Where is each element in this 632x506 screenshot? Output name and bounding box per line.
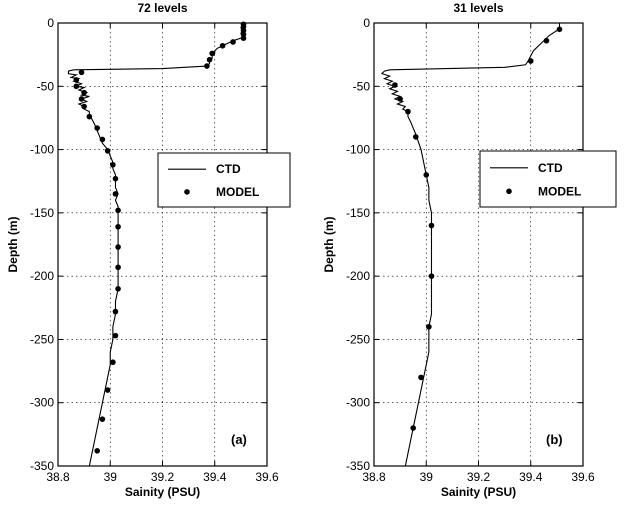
model-point xyxy=(413,134,419,140)
y-tick-label: -250 xyxy=(346,332,370,346)
legend-box xyxy=(479,150,617,208)
legend-model-swatch xyxy=(184,189,190,195)
model-point xyxy=(94,125,100,131)
model-point xyxy=(206,56,213,63)
model-point xyxy=(240,35,247,41)
chart-title: 72 levels xyxy=(137,1,187,15)
legend-model-swatch xyxy=(506,188,512,195)
model-point xyxy=(112,175,119,182)
legend-box xyxy=(157,152,291,208)
legend-model-label: MODEL xyxy=(216,185,259,199)
y-tick-label: -350 xyxy=(30,459,54,473)
model-point xyxy=(405,108,411,115)
panel-72-levels: 38.8 39 39.2 39.4 39.6 0 -50 -100 -150 -200 -250 -3… xyxy=(6,1,291,499)
panel-label-a: (a) xyxy=(231,432,247,447)
x-tick-label: 39.2 xyxy=(467,470,491,484)
y-tick-label: -300 xyxy=(346,396,370,410)
model-point xyxy=(110,161,116,168)
x-tick-label: 39 xyxy=(420,470,434,484)
model-point xyxy=(94,448,100,454)
model-point xyxy=(73,77,80,83)
y-tick-label: -150 xyxy=(30,206,54,220)
y-tick-label: -100 xyxy=(30,143,54,157)
panel-31-levels: 38.8 39 39.2 39.4 39.6 0 -50 -100 -150 -200 -250 -3… xyxy=(322,1,617,499)
legend: CTD MODEL xyxy=(157,152,291,208)
legend: CTD MODEL xyxy=(479,150,617,208)
model-point xyxy=(110,359,116,366)
legend-ctd-label: CTD xyxy=(216,162,241,176)
x-tick-label: 39.2 xyxy=(151,470,175,484)
model-point xyxy=(115,244,121,250)
model-point xyxy=(423,172,430,178)
model-point xyxy=(418,374,424,381)
y-tick-label: -200 xyxy=(346,269,370,283)
model-point xyxy=(104,148,111,154)
model-point xyxy=(112,191,119,197)
model-point xyxy=(81,89,87,96)
model-point xyxy=(99,136,106,143)
model-point xyxy=(527,58,534,64)
x-axis-label: Sainity (PSU) xyxy=(441,485,516,499)
model-point xyxy=(104,387,111,393)
x-tick-label: 39.6 xyxy=(255,470,279,484)
x-axis-label: Sainity (PSU) xyxy=(125,485,200,499)
model-point xyxy=(78,69,85,76)
model-point xyxy=(428,222,435,229)
model-point xyxy=(78,96,85,102)
legend-ctd-label: CTD xyxy=(538,161,563,175)
y-tick-label: -50 xyxy=(37,79,55,93)
model-point xyxy=(556,26,563,33)
model-point xyxy=(115,223,121,230)
model-point xyxy=(219,42,226,49)
series-ctd-line xyxy=(380,23,561,467)
y-tick-label: 0 xyxy=(47,16,54,30)
model-point xyxy=(543,37,550,44)
model-point xyxy=(410,425,416,431)
model-point xyxy=(209,50,215,57)
model-point xyxy=(112,308,119,315)
model-point xyxy=(81,103,87,110)
model-point xyxy=(73,83,80,90)
model-point xyxy=(230,39,236,45)
y-tick-label: 0 xyxy=(363,16,370,30)
model-point xyxy=(115,264,121,271)
y-tick-label: -150 xyxy=(346,206,370,220)
x-tick-label: 39.4 xyxy=(519,470,543,484)
model-point xyxy=(99,416,106,422)
y-tick-label: -350 xyxy=(346,459,370,473)
model-point xyxy=(115,207,121,214)
model-point xyxy=(86,113,93,120)
x-tick-label: 39 xyxy=(104,470,118,484)
model-point xyxy=(115,286,121,292)
chart-title: 31 levels xyxy=(453,1,503,15)
model-point xyxy=(112,332,119,339)
model-point xyxy=(397,96,403,102)
x-tick-label: 38.8 xyxy=(362,470,386,484)
y-tick-label: -250 xyxy=(30,332,54,346)
model-point xyxy=(392,82,398,88)
model-point xyxy=(204,63,210,69)
series-ctd-line xyxy=(67,23,245,467)
y-tick-label: -300 xyxy=(30,396,54,410)
y-tick-label: -100 xyxy=(346,143,370,157)
y-tick-label: -50 xyxy=(353,79,371,93)
x-tick-label: 39.4 xyxy=(203,470,227,484)
y-tick-label: -200 xyxy=(30,269,54,283)
panel-label-b: (b) xyxy=(546,432,563,447)
y-axis-label: Depth (m) xyxy=(6,217,20,273)
model-point xyxy=(428,273,435,279)
x-tick-label: 39.6 xyxy=(571,470,595,484)
y-axis-label: Depth (m) xyxy=(322,217,336,273)
model-point xyxy=(426,323,432,330)
x-tick-label: 38.8 xyxy=(46,470,70,484)
legend-model-label: MODEL xyxy=(538,184,581,198)
